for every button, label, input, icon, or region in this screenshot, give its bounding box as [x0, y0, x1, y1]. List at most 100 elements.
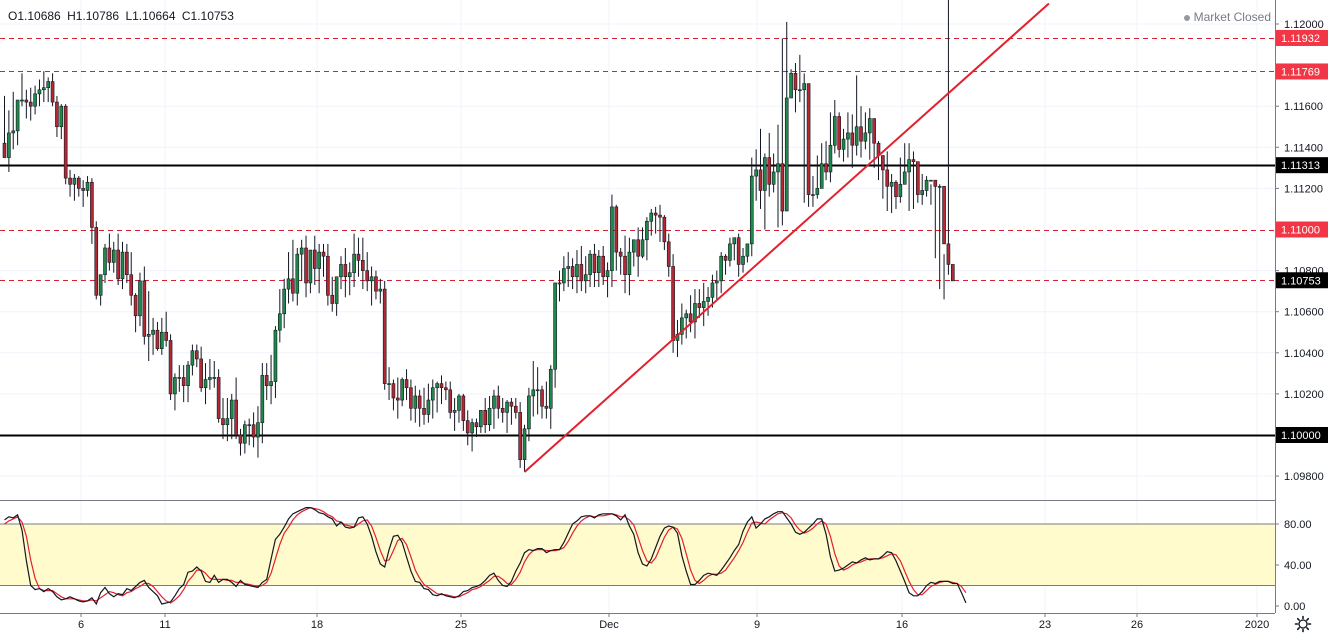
- candle-body: [138, 280, 142, 317]
- candle-body: [194, 350, 199, 360]
- trendline[interactable]: [523, 2, 1050, 473]
- candle-body: [889, 181, 894, 187]
- candle-body: [601, 255, 605, 278]
- price-axis[interactable]: 1.120001.116001.114001.112001.108001.106…: [1275, 19, 1328, 613]
- time-axis[interactable]: 6 11 18 25 Dec 9 16 23 26 2020: [78, 613, 1269, 631]
- candle-body: [444, 387, 448, 391]
- candle: [575, 250, 579, 294]
- candle-body: [387, 383, 391, 385]
- candle: [461, 393, 466, 431]
- candle-body: [282, 288, 286, 315]
- candle-body: [334, 276, 339, 304]
- candle-body: [649, 212, 654, 222]
- candle: [767, 132, 772, 197]
- candle: [898, 157, 903, 203]
- candle-body: [186, 364, 190, 386]
- candle-body: [391, 383, 396, 399]
- candle: [208, 358, 212, 390]
- candle: [391, 379, 396, 411]
- candle: [308, 249, 313, 294]
- candle-body: [295, 253, 300, 294]
- candle-body: [553, 282, 557, 370]
- candle: [841, 128, 846, 162]
- candle: [221, 398, 225, 440]
- price-label-text: 1.11769: [1281, 66, 1320, 78]
- candle-body: [483, 410, 488, 426]
- candle: [522, 424, 527, 472]
- candle-body: [588, 253, 592, 276]
- price-label-box: [1276, 157, 1328, 174]
- candle: [950, 264, 955, 282]
- candle-body: [618, 251, 623, 257]
- candle-body: [116, 249, 120, 280]
- stochastic-tick-label: 80.00: [1284, 519, 1312, 531]
- candle-body: [937, 186, 942, 188]
- candle-body: [146, 334, 151, 337]
- candle: [640, 227, 645, 259]
- candle: [631, 239, 636, 267]
- candle: [846, 112, 850, 158]
- candle: [444, 381, 448, 401]
- candle: [387, 367, 391, 401]
- candle: [426, 383, 431, 423]
- candle-body: [55, 101, 59, 128]
- candle: [474, 418, 479, 438]
- price-label-box: [1276, 29, 1328, 46]
- candle: [334, 276, 339, 316]
- candle-body: [758, 169, 763, 191]
- candle: [784, 21, 789, 212]
- candle: [832, 100, 837, 154]
- candle: [933, 179, 938, 259]
- candle: [107, 233, 112, 271]
- candle-body: [378, 288, 383, 292]
- candle-body: [216, 377, 221, 419]
- candle-body: [361, 260, 365, 271]
- candle-body: [522, 428, 527, 460]
- candle: [422, 387, 426, 425]
- candle-body: [24, 99, 29, 103]
- price-tick-label: 1.10600: [1284, 307, 1324, 319]
- candle: [68, 169, 72, 197]
- candle-body: [920, 190, 925, 195]
- stochastic-tick-label: 0.00: [1284, 601, 1305, 613]
- price-label: 1.11769: [1276, 63, 1328, 80]
- candle-body: [924, 179, 929, 191]
- candle: [448, 381, 453, 419]
- candle: [247, 418, 252, 446]
- candle: [317, 243, 321, 294]
- candle-body: [120, 251, 125, 280]
- price-label-box: [1276, 63, 1328, 80]
- candle: [260, 363, 265, 444]
- candle: [557, 270, 562, 302]
- candle: [588, 250, 592, 288]
- candle-body: [164, 331, 168, 341]
- candle-body: [614, 206, 619, 253]
- candle-body: [828, 144, 833, 173]
- candle: [802, 73, 807, 203]
- candle-body: [745, 243, 750, 257]
- candle: [90, 178, 94, 244]
- candle: [229, 393, 234, 440]
- candle-body: [98, 274, 103, 296]
- candle-body: [902, 171, 907, 185]
- price-label: 1.11932: [1276, 29, 1328, 46]
- candle: [409, 379, 413, 421]
- candle-body: [929, 179, 933, 182]
- candle: [854, 75, 859, 156]
- candle-body: [42, 87, 46, 91]
- candle-body: [741, 255, 745, 265]
- time-tick-label: 26: [1131, 619, 1143, 631]
- candle: [566, 252, 571, 288]
- gear-icon: [1294, 615, 1312, 633]
- candle-body: [562, 268, 566, 284]
- candle-body: [238, 434, 243, 444]
- candle: [181, 365, 186, 403]
- candle: [911, 151, 916, 209]
- settings-button[interactable]: [1293, 614, 1313, 634]
- candle: [295, 247, 300, 306]
- legend-high: H1.10786: [67, 9, 120, 23]
- candle-body: [662, 216, 667, 243]
- candle-body: [645, 220, 649, 241]
- time-tick-label: 16: [896, 619, 908, 631]
